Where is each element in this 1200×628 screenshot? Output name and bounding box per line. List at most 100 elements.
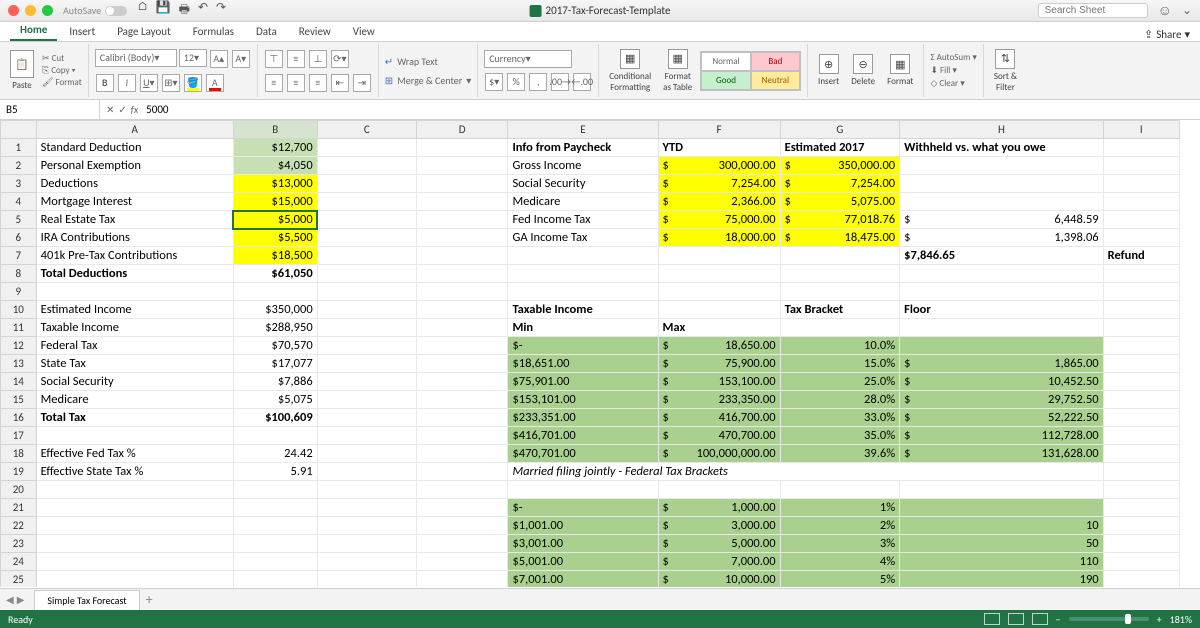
col-header-D[interactable]: D bbox=[416, 121, 508, 139]
cell-A25[interactable] bbox=[36, 571, 233, 588]
cell-G6[interactable]: $18,475.00 bbox=[780, 229, 900, 247]
align-top-button[interactable]: ⊤ bbox=[265, 50, 283, 68]
increase-font-button[interactable]: A▴ bbox=[210, 50, 228, 68]
row-header-9[interactable]: 9 bbox=[1, 283, 37, 301]
row-header-24[interactable]: 24 bbox=[1, 553, 37, 571]
format-painter-button[interactable]: 🖌 Format bbox=[42, 77, 82, 88]
cell-H13[interactable]: $1,865.00 bbox=[900, 355, 1103, 373]
font-name-select[interactable]: Calibri (Body) ▾ bbox=[95, 49, 177, 67]
cell-E20[interactable] bbox=[508, 481, 658, 499]
cell-I2[interactable] bbox=[1103, 157, 1179, 175]
conditional-formatting-button[interactable]: ▦ Conditional Formatting bbox=[605, 47, 655, 95]
cell-G4[interactable]: $5,075.00 bbox=[780, 193, 900, 211]
cell-E7[interactable] bbox=[508, 247, 658, 265]
zoom-value[interactable]: 181% bbox=[1170, 613, 1192, 626]
cell-F10[interactable] bbox=[658, 301, 780, 319]
cell-styles[interactable]: Normal Bad Good Neutral bbox=[700, 51, 801, 91]
cell-E16[interactable]: $233,351.00 bbox=[508, 409, 658, 427]
paste-button[interactable]: 📋 Paste bbox=[6, 48, 38, 93]
cell-D16[interactable] bbox=[416, 409, 508, 427]
decrease-font-button[interactable]: A▾ bbox=[232, 50, 250, 68]
cell-F4[interactable]: $2,366.00 bbox=[658, 193, 780, 211]
cell-H15[interactable]: $29,752.50 bbox=[900, 391, 1103, 409]
cell-I23[interactable] bbox=[1103, 535, 1179, 553]
cell-C11[interactable] bbox=[317, 319, 416, 337]
cell-B14[interactable]: $7,886 bbox=[233, 373, 317, 391]
underline-button[interactable]: U▾ bbox=[140, 74, 158, 92]
row-header-17[interactable]: 17 bbox=[1, 427, 37, 445]
cell-H2[interactable] bbox=[900, 157, 1103, 175]
cell-E3[interactable]: Social Security bbox=[508, 175, 658, 193]
fill-button[interactable]: ⬇ Fill ▾ bbox=[930, 65, 976, 76]
align-center-button[interactable]: ≡ bbox=[287, 74, 305, 92]
cell-H23[interactable]: 50 bbox=[900, 535, 1103, 553]
cell-H14[interactable]: $10,452.50 bbox=[900, 373, 1103, 391]
cell-F22[interactable]: $3,000.00 bbox=[658, 517, 780, 535]
cell-B5[interactable]: $5,000 bbox=[233, 211, 317, 229]
cell-B21[interactable] bbox=[233, 499, 317, 517]
increase-decimal-button[interactable]: .00→ bbox=[551, 73, 569, 91]
cell-E1[interactable]: Info from Paycheck bbox=[508, 139, 658, 157]
row-header-14[interactable]: 14 bbox=[1, 373, 37, 391]
print-icon[interactable]: 🖶 bbox=[179, 0, 190, 21]
merge-button[interactable]: ⊞Merge & Center ▾ bbox=[385, 74, 471, 87]
cell-E24[interactable]: $5,001.00 bbox=[508, 553, 658, 571]
row-header-23[interactable]: 23 bbox=[1, 535, 37, 553]
cell-A1[interactable]: Standard Deduction bbox=[36, 139, 233, 157]
cell-G3[interactable]: $7,254.00 bbox=[780, 175, 900, 193]
cell-I11[interactable] bbox=[1103, 319, 1179, 337]
cell-E11[interactable]: Min bbox=[508, 319, 658, 337]
cell-H6[interactable]: $1,398.06 bbox=[900, 229, 1103, 247]
cell-C19[interactable] bbox=[317, 463, 416, 481]
normal-view-button[interactable] bbox=[984, 613, 1000, 625]
cell-B20[interactable] bbox=[233, 481, 317, 499]
cell-B16[interactable]: $100,609 bbox=[233, 409, 317, 427]
row-header-4[interactable]: 4 bbox=[1, 193, 37, 211]
wrap-text-button[interactable]: ↵Wrap Text bbox=[385, 55, 471, 68]
cell-A19[interactable]: Effective State Tax % bbox=[36, 463, 233, 481]
cell-C20[interactable] bbox=[317, 481, 416, 499]
cell-C16[interactable] bbox=[317, 409, 416, 427]
cell-E6[interactable]: GA Income Tax bbox=[508, 229, 658, 247]
redo-icon[interactable]: ↷ bbox=[216, 0, 226, 21]
cell-E25[interactable]: $7,001.00 bbox=[508, 571, 658, 588]
cell-B24[interactable] bbox=[233, 553, 317, 571]
cell-G7[interactable] bbox=[780, 247, 900, 265]
align-left-button[interactable]: ≡ bbox=[265, 74, 283, 92]
border-button[interactable]: ⊞▾ bbox=[162, 74, 180, 92]
cell-A24[interactable] bbox=[36, 553, 233, 571]
decrease-indent-button[interactable]: ⇤ bbox=[331, 74, 349, 92]
cell-G21[interactable]: 1% bbox=[780, 499, 900, 517]
save-icon[interactable]: 💾 bbox=[156, 0, 171, 21]
cell-F17[interactable]: $470,700.00 bbox=[658, 427, 780, 445]
cell-B23[interactable] bbox=[233, 535, 317, 553]
row-header-8[interactable]: 8 bbox=[1, 265, 37, 283]
name-box[interactable]: B5 bbox=[0, 100, 100, 119]
prev-sheet-icon[interactable]: ▶ bbox=[17, 593, 25, 606]
cell-H10[interactable]: Floor bbox=[900, 301, 1103, 319]
cell-F25[interactable]: $10,000.00 bbox=[658, 571, 780, 588]
cell-A5[interactable]: Real Estate Tax bbox=[36, 211, 233, 229]
cell-C3[interactable] bbox=[317, 175, 416, 193]
cell-G18[interactable]: 39.6% bbox=[780, 445, 900, 463]
tab-page-layout[interactable]: Page Layout bbox=[107, 22, 181, 41]
cell-B6[interactable]: $5,500 bbox=[233, 229, 317, 247]
format-button[interactable]: ▦Format bbox=[883, 52, 917, 89]
cell-D23[interactable] bbox=[416, 535, 508, 553]
row-header-25[interactable]: 25 bbox=[1, 571, 37, 588]
italic-button[interactable]: I bbox=[118, 74, 136, 92]
cell-E22[interactable]: $1,001.00 bbox=[508, 517, 658, 535]
cell-A16[interactable]: Total Tax bbox=[36, 409, 233, 427]
percent-button[interactable]: % bbox=[507, 73, 525, 91]
cell-I8[interactable] bbox=[1103, 265, 1179, 283]
zoom-in-button[interactable]: + bbox=[1157, 613, 1162, 626]
cell-E13[interactable]: $18,651.00 bbox=[508, 355, 658, 373]
cell-C17[interactable] bbox=[317, 427, 416, 445]
cell-H25[interactable]: 190 bbox=[900, 571, 1103, 588]
first-sheet-icon[interactable]: ◀ bbox=[6, 593, 14, 606]
cell-G20[interactable] bbox=[780, 481, 900, 499]
col-header-G[interactable]: G bbox=[780, 121, 900, 139]
cell-A17[interactable] bbox=[36, 427, 233, 445]
cell-C4[interactable] bbox=[317, 193, 416, 211]
cell-F16[interactable]: $416,700.00 bbox=[658, 409, 780, 427]
